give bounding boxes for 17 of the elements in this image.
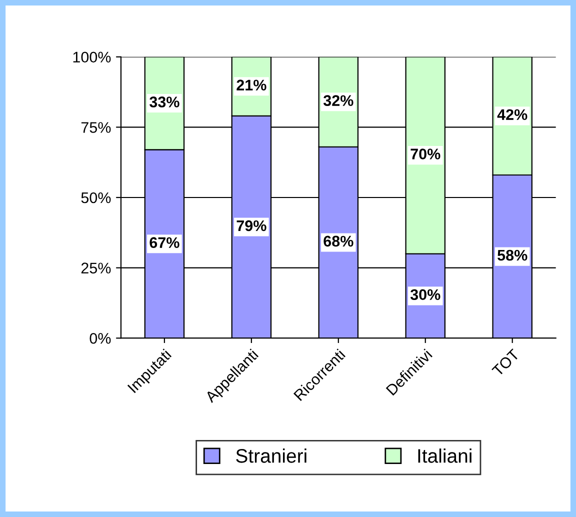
data-label: 33% (150, 96, 180, 108)
y-tick-label: 100% (73, 52, 111, 63)
data-label: 67% (150, 237, 180, 248)
data-label: 21% (236, 80, 266, 90)
data-label: 79% (236, 220, 266, 232)
y-tick-label: 25% (81, 262, 111, 274)
y-tick-label: 75% (81, 122, 111, 133)
y-tick-label: 50% (81, 192, 111, 204)
data-label: 70% (410, 148, 440, 160)
data-label: 58% (498, 250, 528, 261)
data-label: 42% (497, 109, 528, 120)
data-label: 32% (323, 95, 354, 106)
y-tick-label: 0% (90, 332, 111, 344)
data-label: 68% (324, 236, 354, 247)
data-label: 30% (410, 289, 440, 300)
legend-label: Stranieri (236, 448, 306, 463)
legend-label: Italiani (418, 448, 472, 463)
